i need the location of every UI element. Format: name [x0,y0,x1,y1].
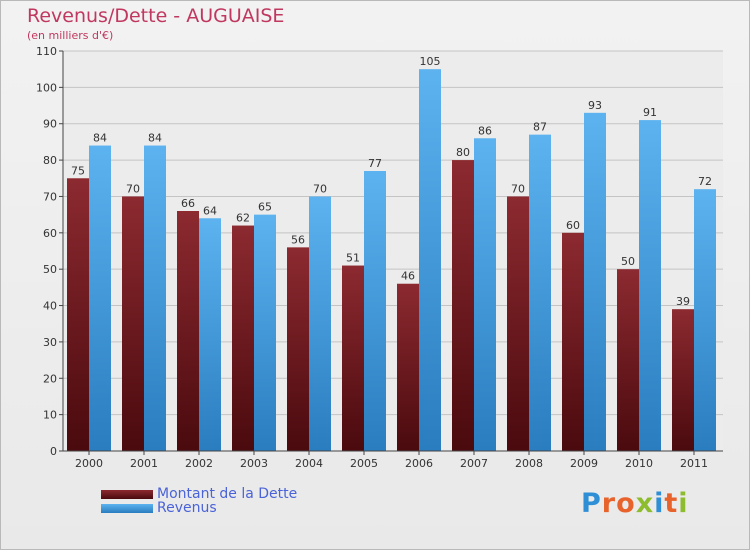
bar-debt [672,309,694,451]
bar-debt [177,211,199,451]
data-label-revenue: 87 [533,121,547,134]
data-label-revenue: 91 [643,106,657,119]
bar-revenue [144,145,166,451]
data-label-revenue: 70 [313,182,327,195]
data-label-debt: 70 [126,182,140,195]
data-label-debt: 66 [181,197,195,210]
y-tick-label: 10 [43,409,57,422]
y-tick-label: 110 [36,45,57,58]
logo-letter: x [635,488,655,519]
data-label-debt: 46 [401,270,415,283]
data-label-debt: 51 [346,252,360,265]
bar-revenue [89,145,111,451]
bar-debt [67,178,89,452]
bar-debt [397,283,419,451]
logo-letter: t [664,488,679,519]
data-label-debt: 56 [291,233,305,246]
legend: Montant de la Dette Revenus [101,486,298,516]
bar-revenue [364,171,386,451]
y-tick-label: 20 [43,372,57,385]
bar-revenue [639,120,661,451]
y-tick-label: 40 [43,300,57,313]
bar-debt [342,265,364,451]
x-tick-label: 2007 [460,457,488,470]
logo-letter: i [654,488,665,519]
bar-revenue [199,218,221,451]
x-tick-label: 2001 [130,457,158,470]
y-tick-label: 60 [43,227,57,240]
y-tick-label: 30 [43,336,57,349]
data-label-revenue: 105 [420,55,441,68]
logo-letter: i [678,488,689,519]
bar-revenue [584,112,606,452]
bar-debt [507,196,529,451]
x-tick-label: 2002 [185,457,213,470]
logo-letter: r [601,488,617,519]
data-label-debt: 70 [511,182,525,195]
data-label-debt: 60 [566,219,580,232]
data-label-revenue: 84 [93,132,107,145]
logo-letter: o [616,488,636,519]
bar-debt [122,196,144,451]
x-tick-label: 2006 [405,457,433,470]
data-label-revenue: 72 [698,175,712,188]
legend-swatch-debt [101,489,153,499]
x-tick-label: 2005 [350,457,378,470]
data-label-revenue: 84 [148,132,162,145]
logo-letter: P [581,488,602,519]
x-tick-label: 2009 [570,457,598,470]
bar-debt [617,269,639,451]
chart-subtitle: (en milliers d'€) [27,29,114,42]
legend-swatch-revenue [101,503,153,513]
x-tick-label: 2004 [295,457,323,470]
bar-debt [232,225,254,451]
y-tick-label: 50 [43,263,57,276]
data-label-debt: 75 [71,164,85,177]
data-label-revenue: 64 [203,204,217,217]
chart-title: Revenus/Dette - AUGUAISE [27,5,285,27]
data-label-revenue: 86 [478,124,492,137]
data-label-revenue: 93 [588,99,602,112]
bar-debt [562,232,584,451]
bar-debt [452,160,474,451]
bar-revenue [254,214,276,451]
proxiti-logo: Proxiti [581,488,689,519]
bar-revenue [694,189,716,451]
x-tick-label: 2010 [625,457,653,470]
data-label-debt: 62 [236,212,250,225]
bar-revenue [419,69,441,451]
bar-revenue [529,134,551,452]
x-tick-label: 2008 [515,457,543,470]
y-tick-label: 90 [43,118,57,131]
data-label-debt: 39 [676,295,690,308]
x-tick-label: 2011 [680,457,708,470]
x-tick-label: 2000 [75,457,103,470]
data-label-debt: 80 [456,146,470,159]
y-tick-label: 0 [50,445,57,458]
y-tick-label: 80 [43,154,57,167]
legend-label-revenue: Revenus [157,500,217,516]
bar-debt [287,247,309,451]
data-label-debt: 50 [621,255,635,268]
y-tick-label: 70 [43,190,57,203]
legend-item-revenue: Revenus [101,500,297,516]
x-tick-label: 2003 [240,457,268,470]
bar-revenue [309,196,331,451]
data-label-revenue: 65 [258,201,272,214]
legend-label-debt: Montant de la Dette [157,486,298,502]
legend-item-debt: Montant de la Dette [101,486,298,502]
plot-area [63,51,723,451]
bar-chart: 75 84 70 84 66 64 62 65 56 70 51 77 46 105 80 86 70 87 60 9… [36,45,723,470]
data-label-revenue: 77 [368,157,382,170]
bar-revenue [474,138,496,452]
y-tick-label: 100 [36,81,57,94]
